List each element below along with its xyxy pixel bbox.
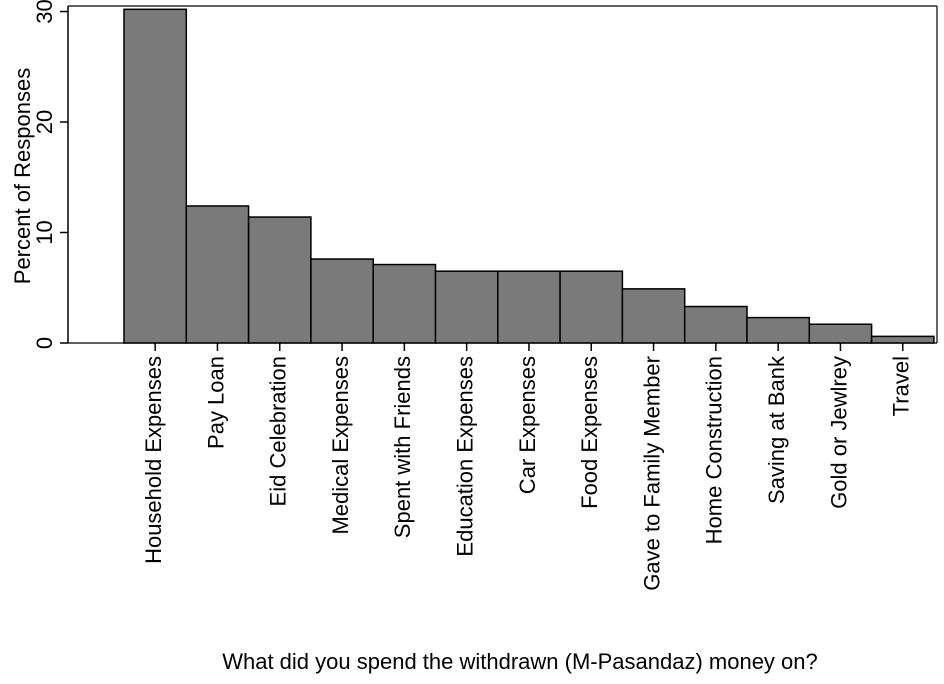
x-tick-labels: Household Expenses Pay Loan Eid Celebratio… [141,343,914,591]
x-tick-label: Medical Expenses [328,356,353,535]
y-tick-label: 30 [32,0,57,24]
bar [746,316,811,344]
bar [870,335,935,344]
x-axis-title: What did you spend the withdrawn (M-Pasa… [222,649,818,674]
x-tick-label: Household Expenses [141,356,166,564]
x-tick-label: Travel [889,356,914,416]
bar [497,270,561,344]
bar [372,263,437,344]
x-tick-label: Saving at Bank [764,355,789,504]
x-tick-label: Spent with Friends [390,356,415,538]
x-tick-label: Car Expenses [515,356,540,494]
y-tick-label: 20 [32,110,57,134]
x-tick-label: Eid Celebration [266,356,291,506]
x-tick-label: Home Construction [702,356,727,544]
y-tick-label: 0 [32,337,57,349]
x-tick-label: Gave to Family Member [639,356,664,591]
x-tick-label: Food Expenses [577,356,602,509]
x-tick-label: Pay Loan [203,356,228,449]
y-axis-title: Percent of Responses [10,68,35,284]
bar [683,305,748,344]
bar [621,288,686,344]
x-tick-label: Gold or Jewlrey [826,356,851,509]
bar [123,8,188,344]
bar [808,323,873,344]
bars [123,8,935,344]
bar [559,270,624,344]
y-tick-label: 10 [32,220,57,244]
bar [185,205,250,344]
bar [434,270,499,344]
y-axis: 0 10 20 30 [32,0,69,349]
x-tick-label: Education Expenses [452,356,477,557]
bar [310,258,374,344]
bar [247,216,312,344]
